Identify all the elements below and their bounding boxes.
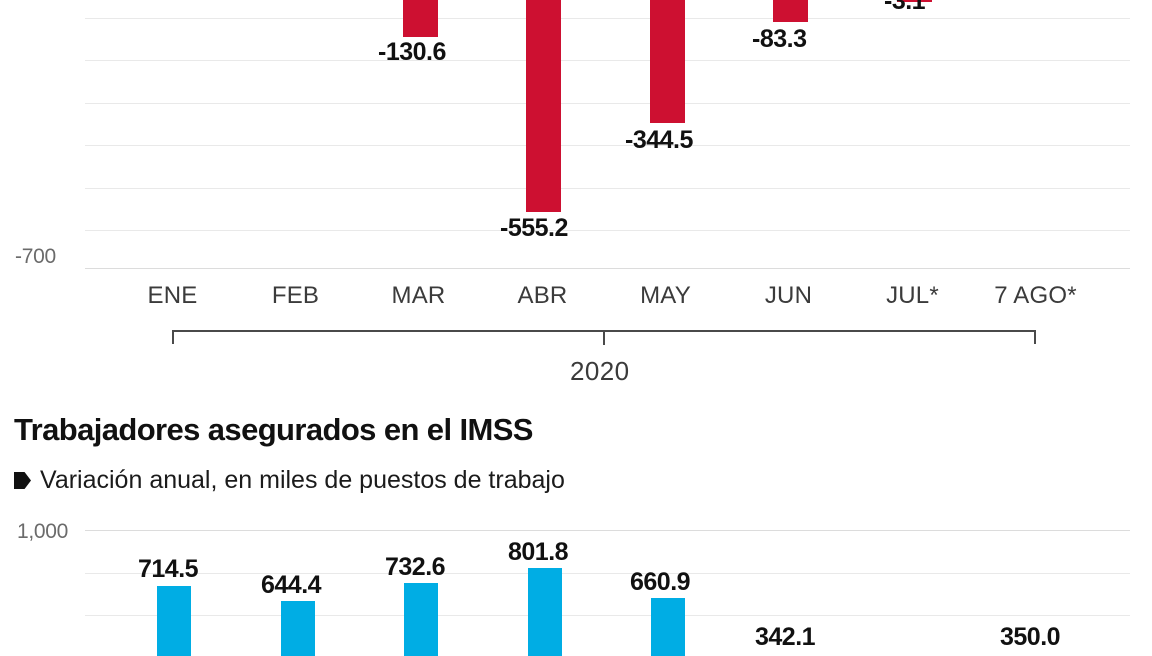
bracket-tick-left [172, 330, 174, 344]
bar-abr [526, 0, 561, 212]
value-label-abr: -555.2 [500, 214, 568, 242]
value-label-7ago: 350.0 [1000, 623, 1061, 651]
flag-bullet-icon [14, 472, 31, 489]
xtick-7ago: 7 AGO* [994, 282, 1077, 309]
top-chart-plot-area [85, 0, 1130, 269]
gridline [85, 573, 1130, 574]
value-label-ene: 714.5 [138, 555, 199, 583]
gridline [85, 615, 1130, 616]
bottom-chart-panel: 1,000 714.5 644.4 732.6 801.8 660.9 342.… [0, 510, 1152, 656]
year-bracket [172, 330, 1036, 346]
page-title: Trabajadores asegurados en el IMSS [14, 412, 533, 447]
bar-may [651, 598, 685, 656]
value-label-may: 660.9 [630, 568, 691, 596]
gridline [85, 188, 1130, 189]
bar-jul [897, 0, 932, 2]
page-subtitle-text: Variación anual, en miles de puestos de … [40, 466, 565, 494]
value-label-jun: 342.1 [755, 623, 816, 651]
bracket-stem [603, 330, 605, 345]
gridline [85, 145, 1130, 146]
bracket-tick-right [1034, 330, 1036, 344]
xtick-ene: ENE [147, 282, 198, 309]
bar-mar [404, 583, 438, 656]
bar-may [650, 0, 685, 123]
top-chart-ytick-min: -700 [15, 245, 56, 268]
xtick-feb: FEB [271, 282, 320, 309]
top-chart-panel: -700 -130.6 -555.2 -344.5 -83.3 -3.1 ENE… [15, 0, 1130, 386]
value-label-mar: -130.6 [378, 38, 446, 66]
xtick-may: MAY [640, 282, 691, 309]
xtick-abr: ABR [517, 282, 568, 309]
xtick-jul: JUL* [886, 282, 939, 309]
xtick-jun: JUN [764, 282, 813, 309]
bottom-chart-ytick-max: 1,000 [17, 520, 69, 543]
bar-feb [281, 601, 315, 656]
gridline [85, 60, 1130, 61]
axis-line-bottom [85, 268, 1130, 269]
xtick-mar: MAR [391, 282, 446, 309]
bar-jun [773, 0, 808, 22]
value-label-feb: 644.4 [261, 571, 322, 599]
gridline [85, 18, 1130, 19]
value-label-may: -344.5 [625, 126, 693, 154]
value-label-abr: 801.8 [508, 538, 569, 566]
axis-line-top [85, 530, 1130, 531]
year-label: 2020 [570, 356, 630, 386]
value-label-jul: -3.1 [884, 0, 926, 15]
bottom-chart-plot-area [85, 510, 1130, 656]
bar-mar [403, 0, 438, 37]
gridline [85, 230, 1130, 231]
bar-ene [157, 586, 191, 656]
value-label-jun: -83.3 [752, 25, 807, 53]
value-label-mar: 732.6 [385, 553, 446, 581]
gridline [85, 103, 1130, 104]
page-subtitle: Variación anual, en miles de puestos de … [14, 468, 565, 493]
bar-abr [528, 568, 562, 656]
